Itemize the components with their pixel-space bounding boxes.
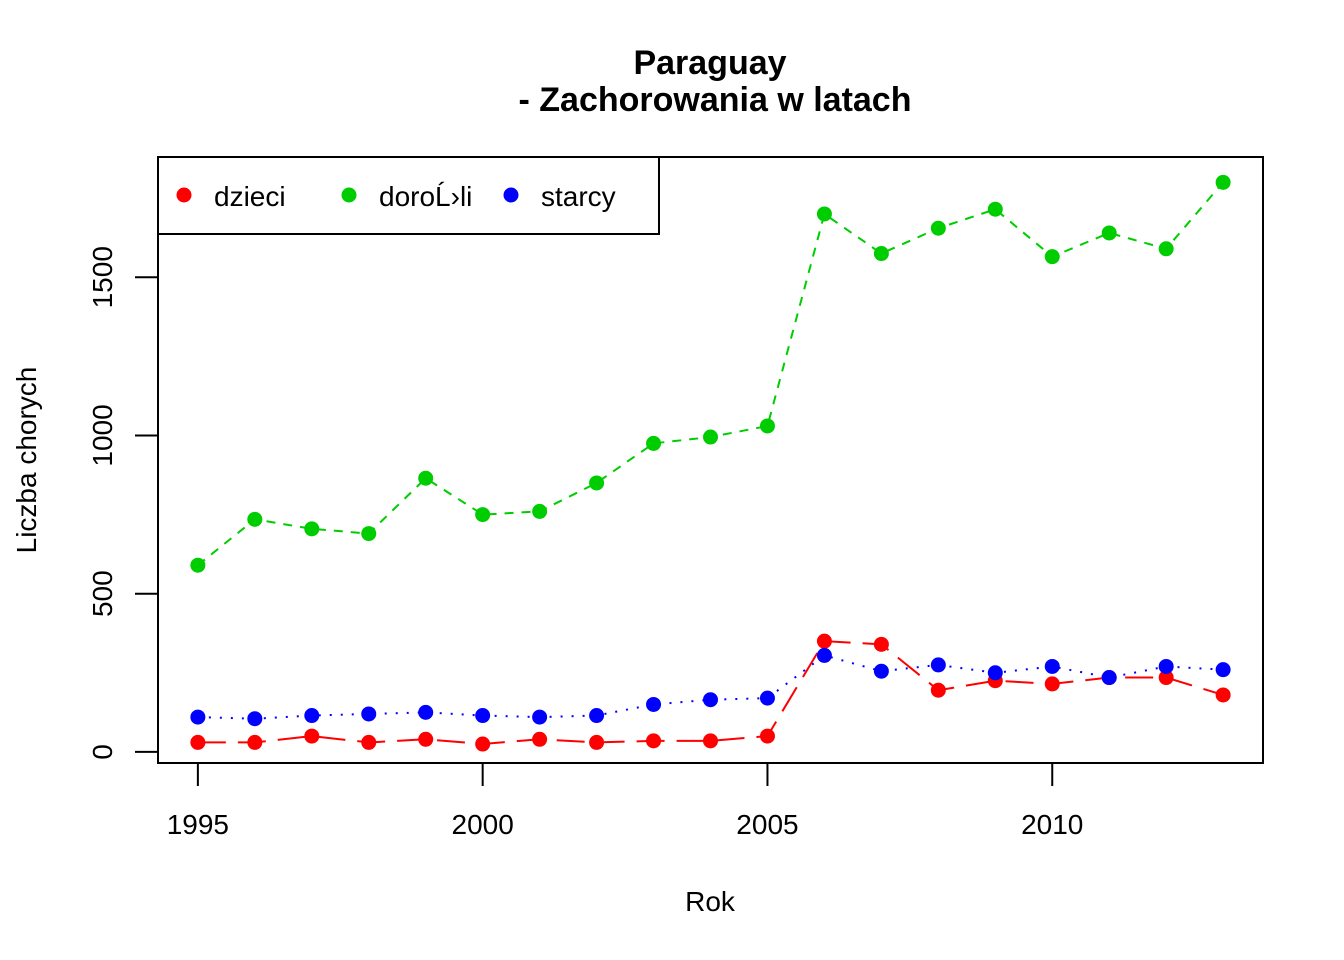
data-point [475,736,491,752]
x-axis: 1995 2000 2005 2010 [167,762,1083,840]
data-point [703,692,718,708]
data-point [190,557,206,573]
data-point [759,728,775,744]
data-point [646,696,662,712]
data-point [418,470,434,486]
data-point [361,706,377,722]
data-point [1044,658,1060,674]
y-tick-label: 500 [87,570,118,617]
data-point [930,682,946,698]
data-point [304,728,320,744]
data-point [532,731,548,747]
legend-label: starcy [541,181,616,212]
y-tick-label: 0 [87,744,118,760]
data-point [816,633,832,649]
data-point [646,733,662,749]
legend-label: dzieci [214,181,286,212]
data-point [304,708,320,724]
data-point [247,734,263,750]
data-point [759,690,775,706]
data-point [1158,658,1174,674]
data-point [873,246,889,262]
legend: dzieci doroĹ›li starcy [157,156,660,235]
data-point [1215,174,1231,190]
y-tick-label: 1500 [87,246,118,308]
data-point [1044,676,1060,692]
data-point [532,709,548,725]
data-point [361,526,377,542]
data-point [532,503,548,519]
data-point [1101,670,1117,686]
x-tick-label: 2000 [452,809,514,840]
data-point [1215,662,1231,678]
data-point [759,418,775,434]
legend-marker [341,187,357,203]
data-point [1158,241,1174,257]
data-point [475,507,491,523]
data-point [1215,687,1231,703]
data-point [816,206,832,222]
data-point [873,636,889,652]
data-point [190,734,206,750]
x-tick-label: 1995 [167,809,229,840]
plot-frame [157,156,1264,764]
y-tick-label: 1000 [87,404,118,466]
data-point [987,665,1003,681]
data-point [987,201,1003,217]
data-point [247,511,263,527]
x-tick-label: 2005 [736,809,798,840]
series-doroĹ›li [190,174,1231,573]
legend-label: doroĹ›li [379,181,472,212]
legend-marker [503,187,519,203]
data-point [247,711,263,727]
y-axis: 0 500 1000 1500 [87,246,159,760]
data-point [703,733,718,749]
data-point [873,663,889,679]
chart-title-line-1: Paraguay [633,44,786,82]
x-tick-label: 2010 [1021,809,1083,840]
legend-box [157,156,660,235]
series-starcy [190,647,1231,727]
legend-marker [176,187,192,203]
data-point [475,708,491,724]
series-layer [190,174,1231,752]
data-point [418,704,434,720]
data-point [361,734,377,750]
data-point [190,709,206,725]
data-point [1158,670,1174,686]
series-line [197,181,1224,566]
data-point [304,521,320,537]
data-point [930,220,946,236]
y-axis-label: Liczba chorych [11,367,42,554]
data-point [816,647,832,663]
data-point [418,731,434,747]
data-point [1044,249,1060,265]
chart-title-line-2: - Zachorowania w latach [519,81,912,119]
data-point [1101,225,1117,241]
data-point [589,734,605,750]
data-point [589,475,605,491]
x-axis-label: Rok [685,886,736,917]
data-point [703,429,718,445]
series-line [197,654,1224,720]
data-point [646,435,662,451]
data-point [930,657,946,673]
data-point [589,708,605,724]
